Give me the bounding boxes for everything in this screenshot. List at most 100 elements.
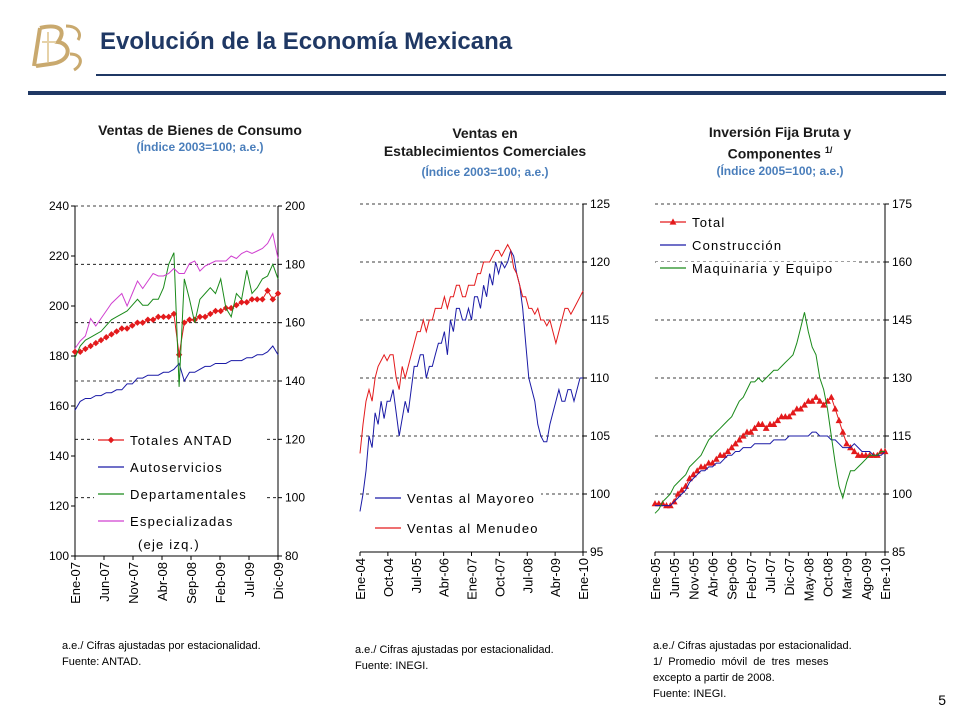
x-tick-label: Ene-10 [576, 558, 591, 600]
series-line [74, 232, 279, 349]
x-tick-label: Ene-04 [353, 558, 368, 600]
x-tick-label: Mar-09 [840, 558, 855, 599]
legend-label: Maquinaria y Equipo [692, 261, 833, 276]
chart2-note-line: a.e./ Cifras ajustadas por estacionalida… [355, 644, 554, 656]
data-point-marker [735, 436, 743, 443]
data-point-marker [201, 313, 209, 321]
data-point-marker [678, 486, 686, 493]
data-point-marker [175, 351, 183, 358]
data-point-marker [160, 313, 167, 321]
chart3-note-line: excepto a partir de 2008. [653, 672, 775, 684]
page-title: Evolución de la Economía Mexicana [100, 28, 513, 55]
chart2-title-line1: Ventas en [452, 125, 518, 141]
series-line [359, 243, 584, 454]
data-point-marker [762, 424, 770, 431]
data-point-marker [669, 218, 677, 225]
data-point-marker [165, 313, 172, 321]
series-line [655, 431, 886, 507]
y-tick-label-right: 145 [892, 313, 912, 327]
y-tick-label-right: 140 [285, 374, 305, 388]
data-point-marker [720, 451, 728, 458]
data-point-marker [686, 474, 693, 482]
y-tick-label-right: 120 [285, 432, 305, 446]
y-tick-label-left: 200 [49, 299, 69, 313]
series-line [74, 345, 279, 411]
x-tick-label: Dic-07 [782, 558, 797, 596]
x-tick-label: Feb-09 [213, 562, 228, 603]
data-point-marker [155, 313, 162, 321]
y-tick-label-right: 130 [892, 371, 912, 385]
x-tick-label: Abr-09 [548, 558, 563, 597]
chart3-title-line2: Componentes [727, 145, 821, 162]
y-tick-label-right: 160 [285, 316, 305, 330]
legend-bg [94, 515, 264, 529]
y-tick-label-right: 115 [590, 313, 609, 327]
data-point-marker [196, 313, 204, 321]
data-point-marker [134, 319, 141, 326]
chart3-title: Inversión Fija Bruta y Componentes 1/ [630, 123, 930, 163]
data-point-marker [123, 325, 131, 332]
data-point-marker [789, 409, 797, 416]
data-point-marker [129, 322, 136, 329]
x-tick-label: Nov-07 [126, 562, 141, 604]
chart-ventas-establecimientos: 125 120 115 110 105 100 95 Ene-04 Oct-04 Jul-05 Ab… [353, 197, 610, 600]
data-point-marker [207, 310, 214, 318]
data-point-marker [238, 299, 245, 306]
y-tick-label-left: 180 [49, 349, 69, 363]
chart1-title: Ventas de Bienes de Consumo [98, 122, 302, 138]
x-tick-label: Oct-08 [821, 558, 836, 597]
x-tick-label: May-08 [801, 558, 816, 601]
legend-bg [94, 461, 264, 475]
header-rule [96, 74, 946, 76]
data-point-marker [217, 307, 224, 315]
y-tick-label-right: 120 [590, 255, 610, 269]
y-tick-label-left: 140 [49, 449, 69, 463]
y-tick-label-left: 100 [49, 549, 69, 563]
data-point-marker [693, 467, 701, 474]
x-tick-label: Dic-09 [271, 562, 286, 600]
chart1-notes: a.e./ Cifras ajustadas por estacionalida… [62, 638, 312, 670]
data-point-marker [689, 471, 697, 478]
legend-label: Totales ANTAD [130, 433, 233, 448]
chart2-note-line: Fuente: INEGI. [355, 660, 429, 672]
y-tick-label-left: 120 [49, 499, 69, 513]
data-point-marker [233, 301, 240, 309]
x-tick-label: Ene-10 [878, 558, 893, 600]
data-point-marker [751, 424, 759, 431]
data-point-marker [82, 345, 89, 353]
data-point-marker [170, 310, 178, 318]
y-tick-label-left: 160 [49, 399, 69, 413]
data-point-marker [850, 447, 858, 455]
data-point-marker [701, 463, 709, 470]
legend-label: Departamentales [130, 487, 247, 502]
data-point-marker [797, 405, 805, 412]
y-tick-label-right: 100 [892, 487, 912, 501]
series-line [74, 252, 279, 387]
y-tick-label-right: 80 [285, 549, 299, 563]
y-tick-label-right: 125 [590, 197, 610, 211]
x-tick-label: Jul-07 [763, 558, 778, 593]
data-point-marker [186, 316, 193, 323]
x-tick-label: Jul-08 [520, 558, 535, 593]
series-line [654, 312, 885, 514]
chart3-title-footnote-mark: 1/ [824, 145, 833, 155]
chart1-note-line: a.e./ Cifras ajustadas por estacionalida… [62, 640, 261, 652]
data-point-marker [243, 299, 250, 306]
y-tick-label-right: 110 [590, 371, 609, 385]
data-point-marker [739, 432, 747, 439]
data-point-marker [108, 331, 115, 338]
y-tick-label-right: 160 [892, 255, 912, 269]
legend-label: Especializadas [130, 514, 234, 529]
x-tick-label: Nov-05 [686, 558, 701, 600]
x-tick-label: Ene-07 [68, 562, 83, 604]
x-tick-label: Sep-08 [184, 562, 199, 604]
y-tick-label-right: 85 [892, 545, 906, 559]
data-point-marker [732, 440, 739, 447]
legend-label: Construcción [692, 238, 782, 253]
chart3-title-line1: Inversión Fija Bruta y [708, 124, 852, 140]
chart1-note-line: Fuente: ANTAD. [62, 656, 142, 668]
data-point-marker [835, 416, 843, 424]
header-rule-thick [28, 91, 946, 95]
data-point-marker [269, 296, 276, 303]
data-point-marker [816, 397, 824, 404]
